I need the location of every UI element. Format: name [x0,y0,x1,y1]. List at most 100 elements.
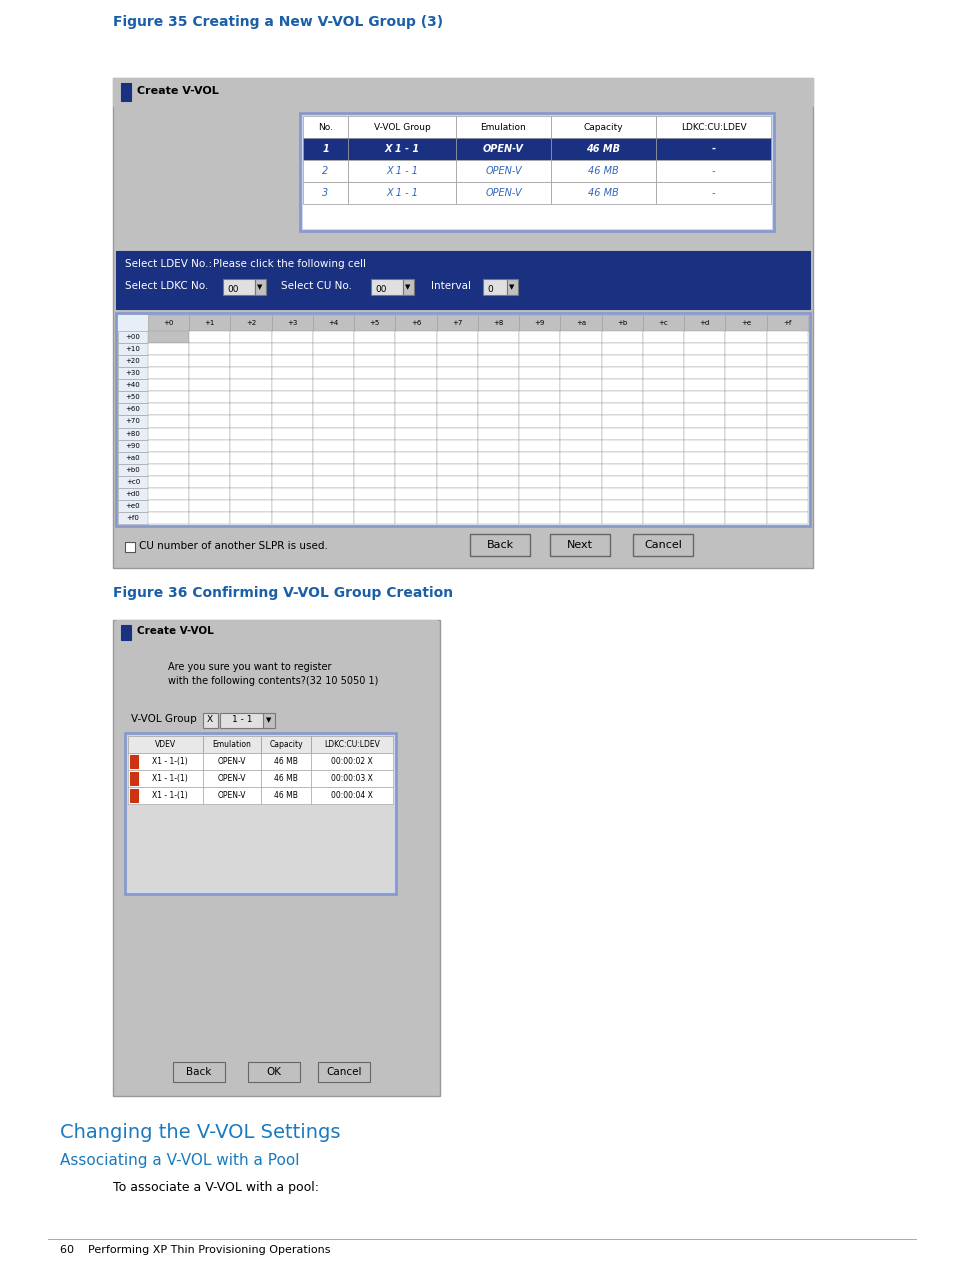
Bar [272,330,313,343]
Text: 46 MB: 46 MB [586,144,619,154]
Text: ▼: ▼ [405,283,410,290]
Bar [231,475,272,488]
Text: +10: +10 [126,346,140,352]
Bar [148,367,189,379]
Text: +9: +9 [534,320,544,325]
Bar [231,330,272,343]
Bar [125,733,395,894]
Bar [272,355,313,367]
Bar [118,440,148,451]
Bar [313,343,354,355]
Bar [272,391,313,403]
Bar [518,475,560,488]
Text: X 1 - 1: X 1 - 1 [384,144,419,154]
Bar [477,403,518,416]
Bar [303,182,348,205]
Bar [766,416,807,427]
Bar [436,451,477,464]
Text: Capacity: Capacity [583,122,622,131]
Bar [189,330,231,343]
Bar [518,488,560,500]
Bar [683,512,724,524]
Bar [642,367,683,379]
Bar [601,488,642,500]
Bar [148,416,189,427]
Text: V-VOL Group: V-VOL Group [374,122,430,131]
Bar [642,464,683,475]
Bar [354,464,395,475]
Bar [724,367,766,379]
Text: +40: +40 [126,383,140,388]
Bar [436,500,477,512]
Text: +60: +60 [126,407,140,412]
Bar [263,713,274,728]
Text: LDKC:CU:LDEV: LDKC:CU:LDEV [324,740,379,749]
Text: 2: 2 [322,167,328,175]
Bar [601,355,642,367]
Bar [348,182,456,205]
Bar [313,512,354,524]
Text: +0: +0 [163,320,173,325]
Bar [436,475,477,488]
Bar [601,315,642,330]
Bar [148,451,189,464]
Text: OPEN-V: OPEN-V [485,167,521,175]
Text: CU number of another SLPR is used.: CU number of another SLPR is used. [139,541,328,552]
Bar [189,403,231,416]
Bar [656,116,770,139]
Bar [724,403,766,416]
Bar [189,500,231,512]
Bar [766,451,807,464]
Bar [354,427,395,440]
Bar [642,475,683,488]
Bar [272,403,313,416]
Text: ▼: ▼ [509,283,515,290]
Bar [560,391,601,403]
Bar [313,416,354,427]
Bar [348,139,456,160]
Text: X1 - 1-(1): X1 - 1-(1) [152,758,187,766]
Bar [642,343,683,355]
Bar [477,512,518,524]
Text: Cancel: Cancel [643,540,681,550]
Text: Please click the following cell: Please click the following cell [213,259,366,269]
Bar [118,427,148,440]
Text: Associating a V-VOL with a Pool: Associating a V-VOL with a Pool [60,1153,299,1168]
Bar [518,355,560,367]
Bar [402,280,414,295]
Bar [477,343,518,355]
Bar [354,403,395,416]
Bar [189,355,231,367]
Bar [477,500,518,512]
Bar [683,427,724,440]
Bar [148,379,189,391]
Bar [518,391,560,403]
Bar [189,440,231,451]
Bar [303,116,348,139]
Bar [642,440,683,451]
Bar [189,315,231,330]
Bar [261,770,311,787]
Text: X 1 - 1: X 1 - 1 [386,188,417,198]
Bar [395,488,436,500]
Bar [518,427,560,440]
Text: Emulation: Emulation [213,740,252,749]
Bar [766,379,807,391]
Bar [518,416,560,427]
Bar [203,713,218,728]
Bar [118,488,148,500]
Text: Emulation: Emulation [480,122,526,131]
Bar [683,343,724,355]
Text: ▼: ▼ [257,283,262,290]
Bar [436,427,477,440]
Bar [172,1063,225,1082]
Bar [118,475,148,488]
Bar [313,500,354,512]
Bar [395,367,436,379]
Bar [118,464,148,475]
Bar [560,427,601,440]
Bar [601,500,642,512]
Bar [601,330,642,343]
Bar [683,464,724,475]
Text: 00:00:04 X: 00:00:04 X [331,791,373,799]
